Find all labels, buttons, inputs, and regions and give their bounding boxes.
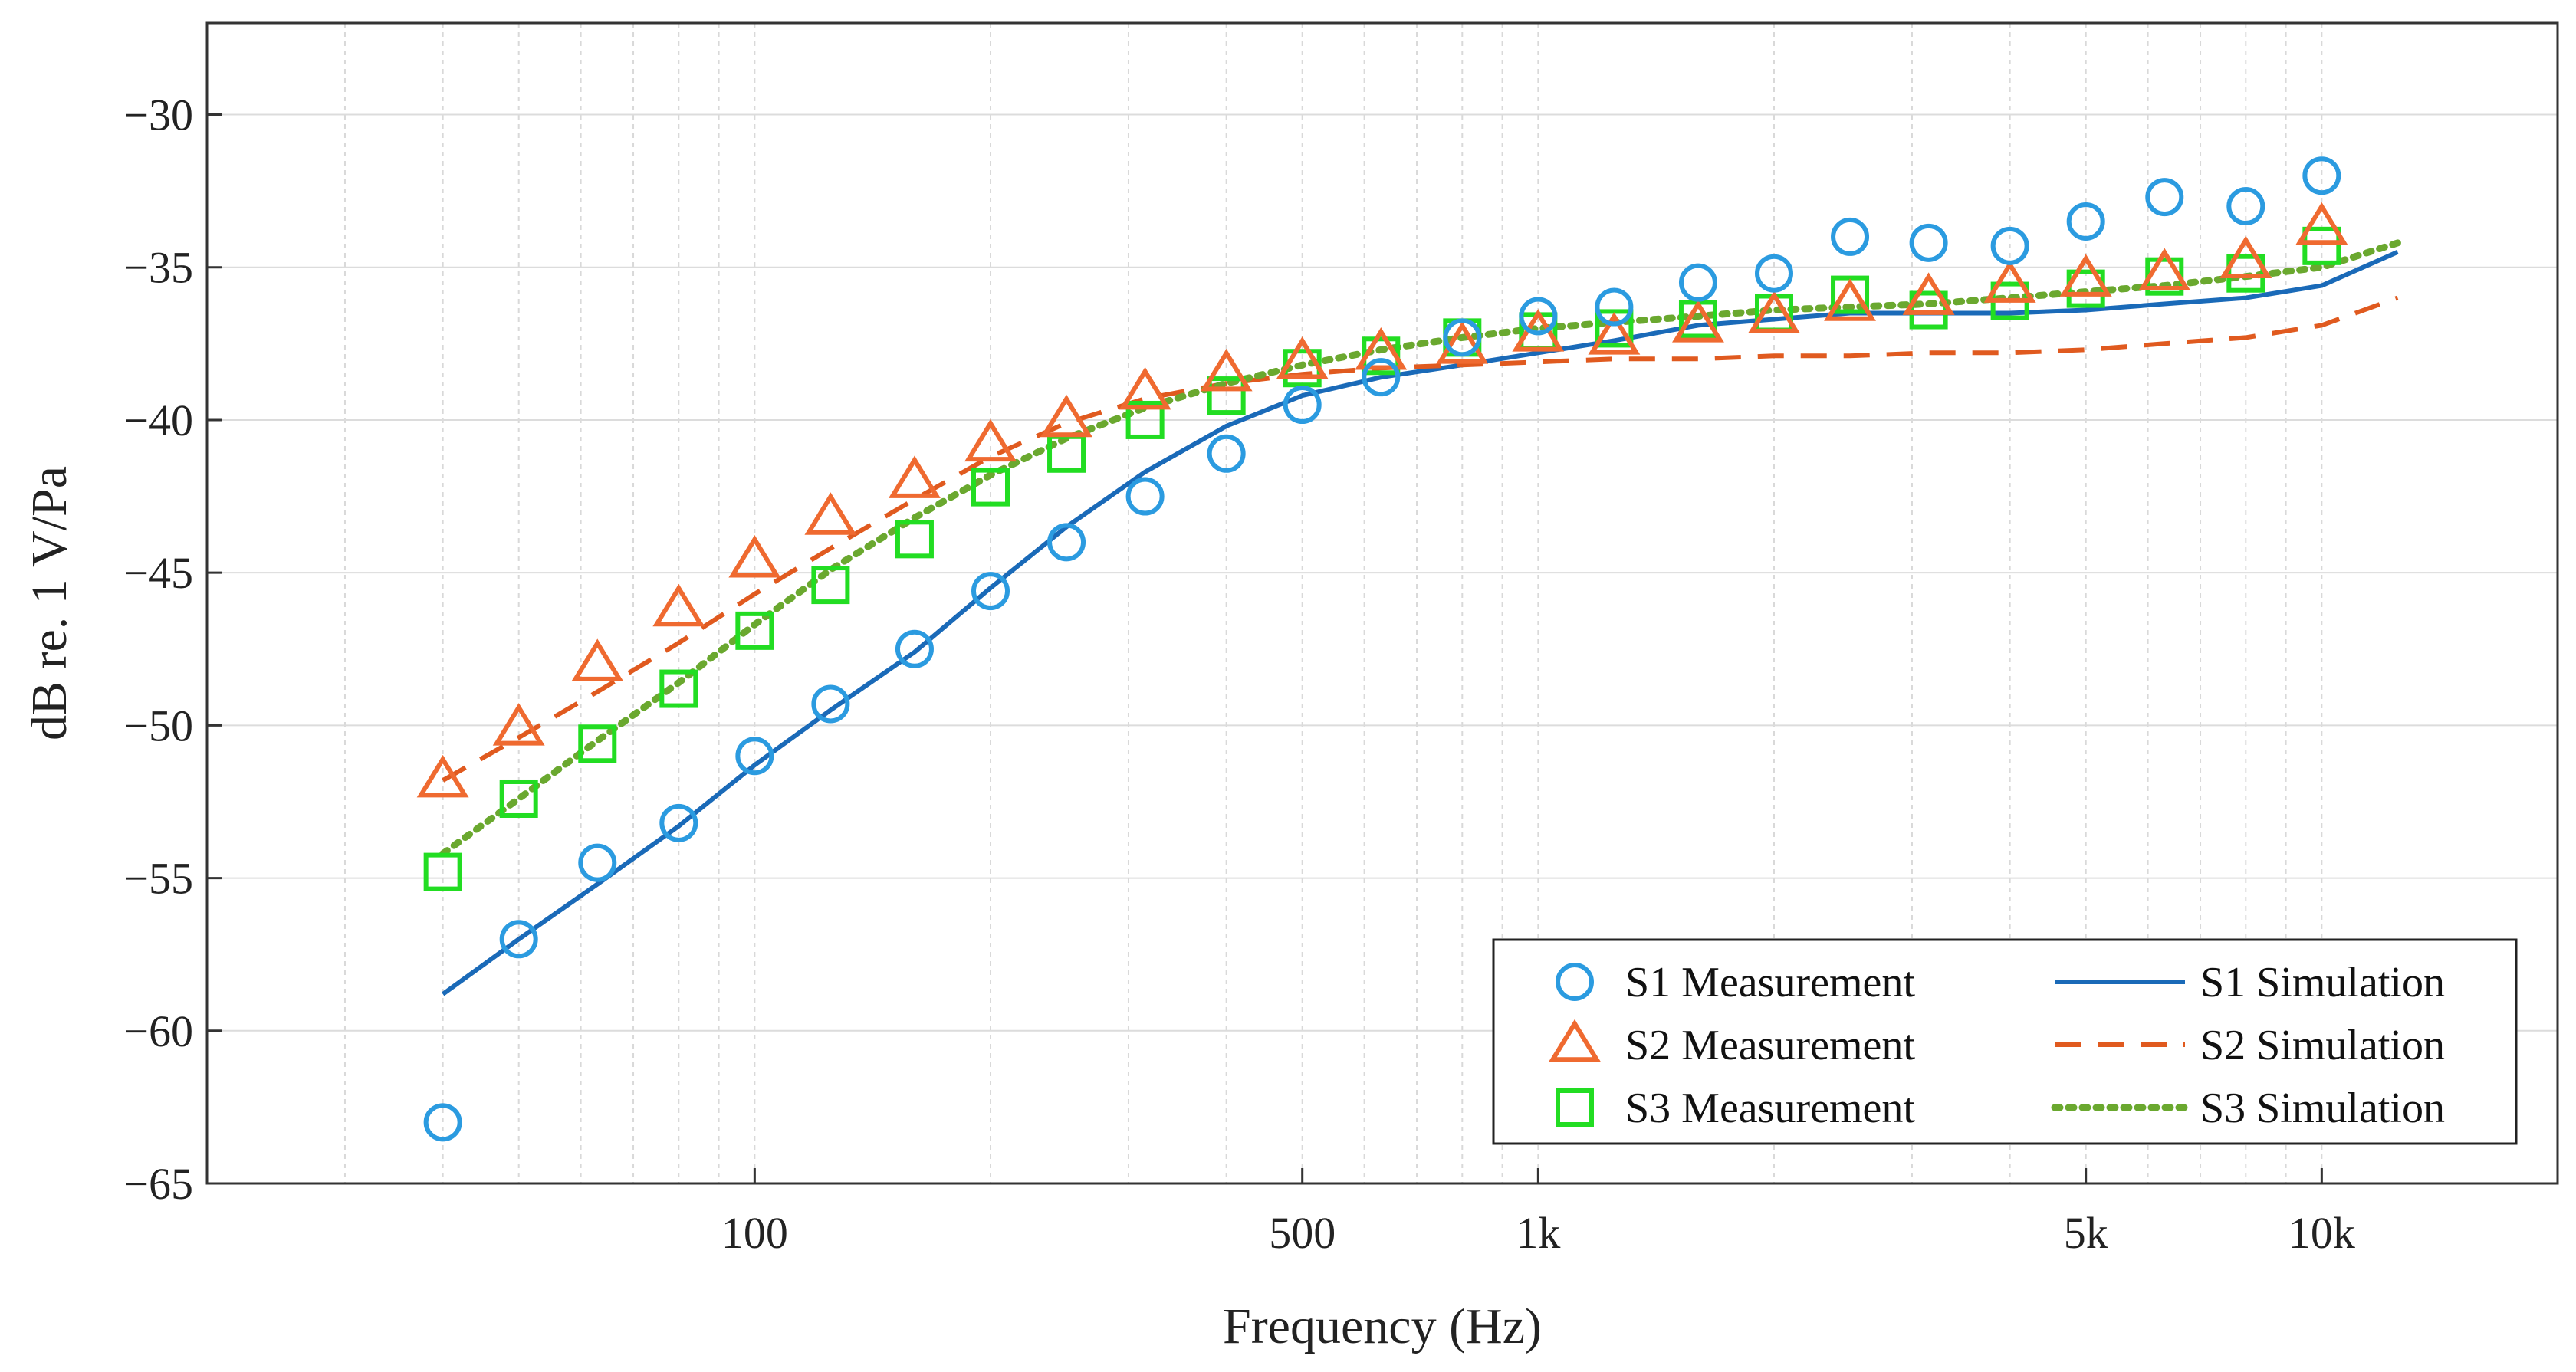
data-point <box>735 737 774 776</box>
data-point <box>2226 187 2266 226</box>
x-tick-label: 10k <box>2288 1208 2355 1258</box>
data-point <box>2066 202 2105 241</box>
data-point <box>578 843 617 882</box>
data-point <box>1831 275 1870 314</box>
x-tick-label: 500 <box>1269 1208 1336 1258</box>
data-point <box>2226 254 2266 293</box>
data-point <box>578 724 617 763</box>
series-s1-measurement <box>423 156 2341 1142</box>
data-point <box>1909 290 1948 330</box>
data-point <box>2302 156 2341 195</box>
data-point <box>971 468 1010 507</box>
data-point <box>1355 327 1408 370</box>
data-point <box>1983 260 2036 303</box>
data-point <box>804 492 857 535</box>
data-point <box>1040 394 1092 438</box>
data-point <box>1588 312 1641 355</box>
x-axis-label: Frequency (Hz) <box>1223 1298 1542 1354</box>
data-point <box>895 629 934 668</box>
data-point <box>1678 263 1717 302</box>
legend-label-s3-simulation: S3 Simulation <box>2200 1085 2445 1132</box>
series-line-s1-simulation <box>441 250 2399 996</box>
y-axis-ticks: −30 −35 −40 −45 −50 −55 −60 −65 <box>123 90 222 1209</box>
data-point <box>1276 336 1329 379</box>
data-point <box>735 611 774 650</box>
y-tick-label: −45 <box>123 548 193 598</box>
x-tick-label: 5k <box>2064 1208 2108 1258</box>
series-s2-measurement <box>416 202 2348 798</box>
y-tick-label: −50 <box>123 701 193 750</box>
y-tick-label: −60 <box>123 1006 193 1056</box>
data-point <box>1125 477 1165 516</box>
data-point <box>423 1103 462 1142</box>
data-point <box>1200 348 1253 392</box>
y-axis-label: dB re. 1 V/Pa <box>21 466 77 740</box>
data-point <box>1519 297 1558 336</box>
series-line-s2-simulation <box>442 295 2399 783</box>
data-point <box>1595 309 1634 348</box>
data-point <box>811 566 850 605</box>
legend-label-s2-measurement: S2 Measurement <box>1625 1022 1915 1069</box>
measurement-markers <box>416 156 2348 1142</box>
legend-box <box>1492 938 2518 1145</box>
legend-label-s1-measurement: S1 Measurement <box>1625 959 1915 1006</box>
data-point <box>1283 386 1322 425</box>
data-point <box>2295 202 2348 245</box>
data-point <box>499 920 538 959</box>
x-axis-ticks: 100 500 1k 5k 10k <box>721 1168 2355 1258</box>
x-tick-label: 100 <box>721 1208 788 1258</box>
data-point <box>1824 278 1876 321</box>
data-point <box>2059 254 2112 297</box>
data-point <box>1902 272 1955 315</box>
data-point <box>889 455 941 498</box>
data-point <box>1831 217 1870 256</box>
y-tick-label: −30 <box>123 90 193 140</box>
data-point <box>2145 178 2184 217</box>
data-point <box>499 779 538 818</box>
legend-marker-s3-measurement <box>1556 1088 1594 1127</box>
data-point <box>1748 290 1800 333</box>
y-tick-label: −35 <box>123 243 193 293</box>
y-tick-label: −55 <box>123 854 193 904</box>
data-point <box>1672 300 1724 343</box>
data-point <box>1595 287 1634 327</box>
plot-frame <box>205 21 2559 1185</box>
data-point <box>2138 248 2191 290</box>
data-point <box>811 684 850 724</box>
data-point <box>659 803 698 842</box>
data-point <box>2302 226 2341 265</box>
data-point <box>1125 400 1165 439</box>
data-point <box>1436 321 1489 364</box>
data-point <box>1909 223 1948 262</box>
data-point <box>1990 226 2029 265</box>
legend-label-s1-simulation: S1 Simulation <box>2200 959 2445 1006</box>
data-point <box>1362 358 1401 397</box>
data-point <box>571 638 624 681</box>
data-point <box>492 703 545 746</box>
data-point <box>2220 235 2272 279</box>
legend-marker-s2-measurement <box>1549 1019 1601 1062</box>
data-point <box>1119 366 1171 410</box>
data-point <box>1207 434 1246 473</box>
y-tick-label: −65 <box>123 1159 193 1209</box>
data-point <box>1443 318 1482 357</box>
legend-label-s2-simulation: S2 Simulation <box>2200 1022 2445 1069</box>
legend-marker-s1-measurement <box>1556 963 1594 1001</box>
data-point <box>1207 376 1246 415</box>
data-point <box>728 534 781 578</box>
data-point <box>895 520 934 559</box>
data-point <box>1755 254 1793 293</box>
data-point <box>1047 523 1086 562</box>
data-point <box>423 852 462 891</box>
data-point <box>652 583 705 627</box>
data-point <box>659 669 698 708</box>
legend: S1 Measurement S1 Simulation S2 Measuremen… <box>1492 938 2518 1145</box>
x-tick-label: 1k <box>1516 1208 1560 1258</box>
legend-label-s3-measurement: S3 Measurement <box>1625 1085 1915 1132</box>
data-point <box>971 572 1010 611</box>
data-point <box>416 754 469 798</box>
data-point <box>964 418 1017 462</box>
y-tick-label: −40 <box>123 396 193 445</box>
